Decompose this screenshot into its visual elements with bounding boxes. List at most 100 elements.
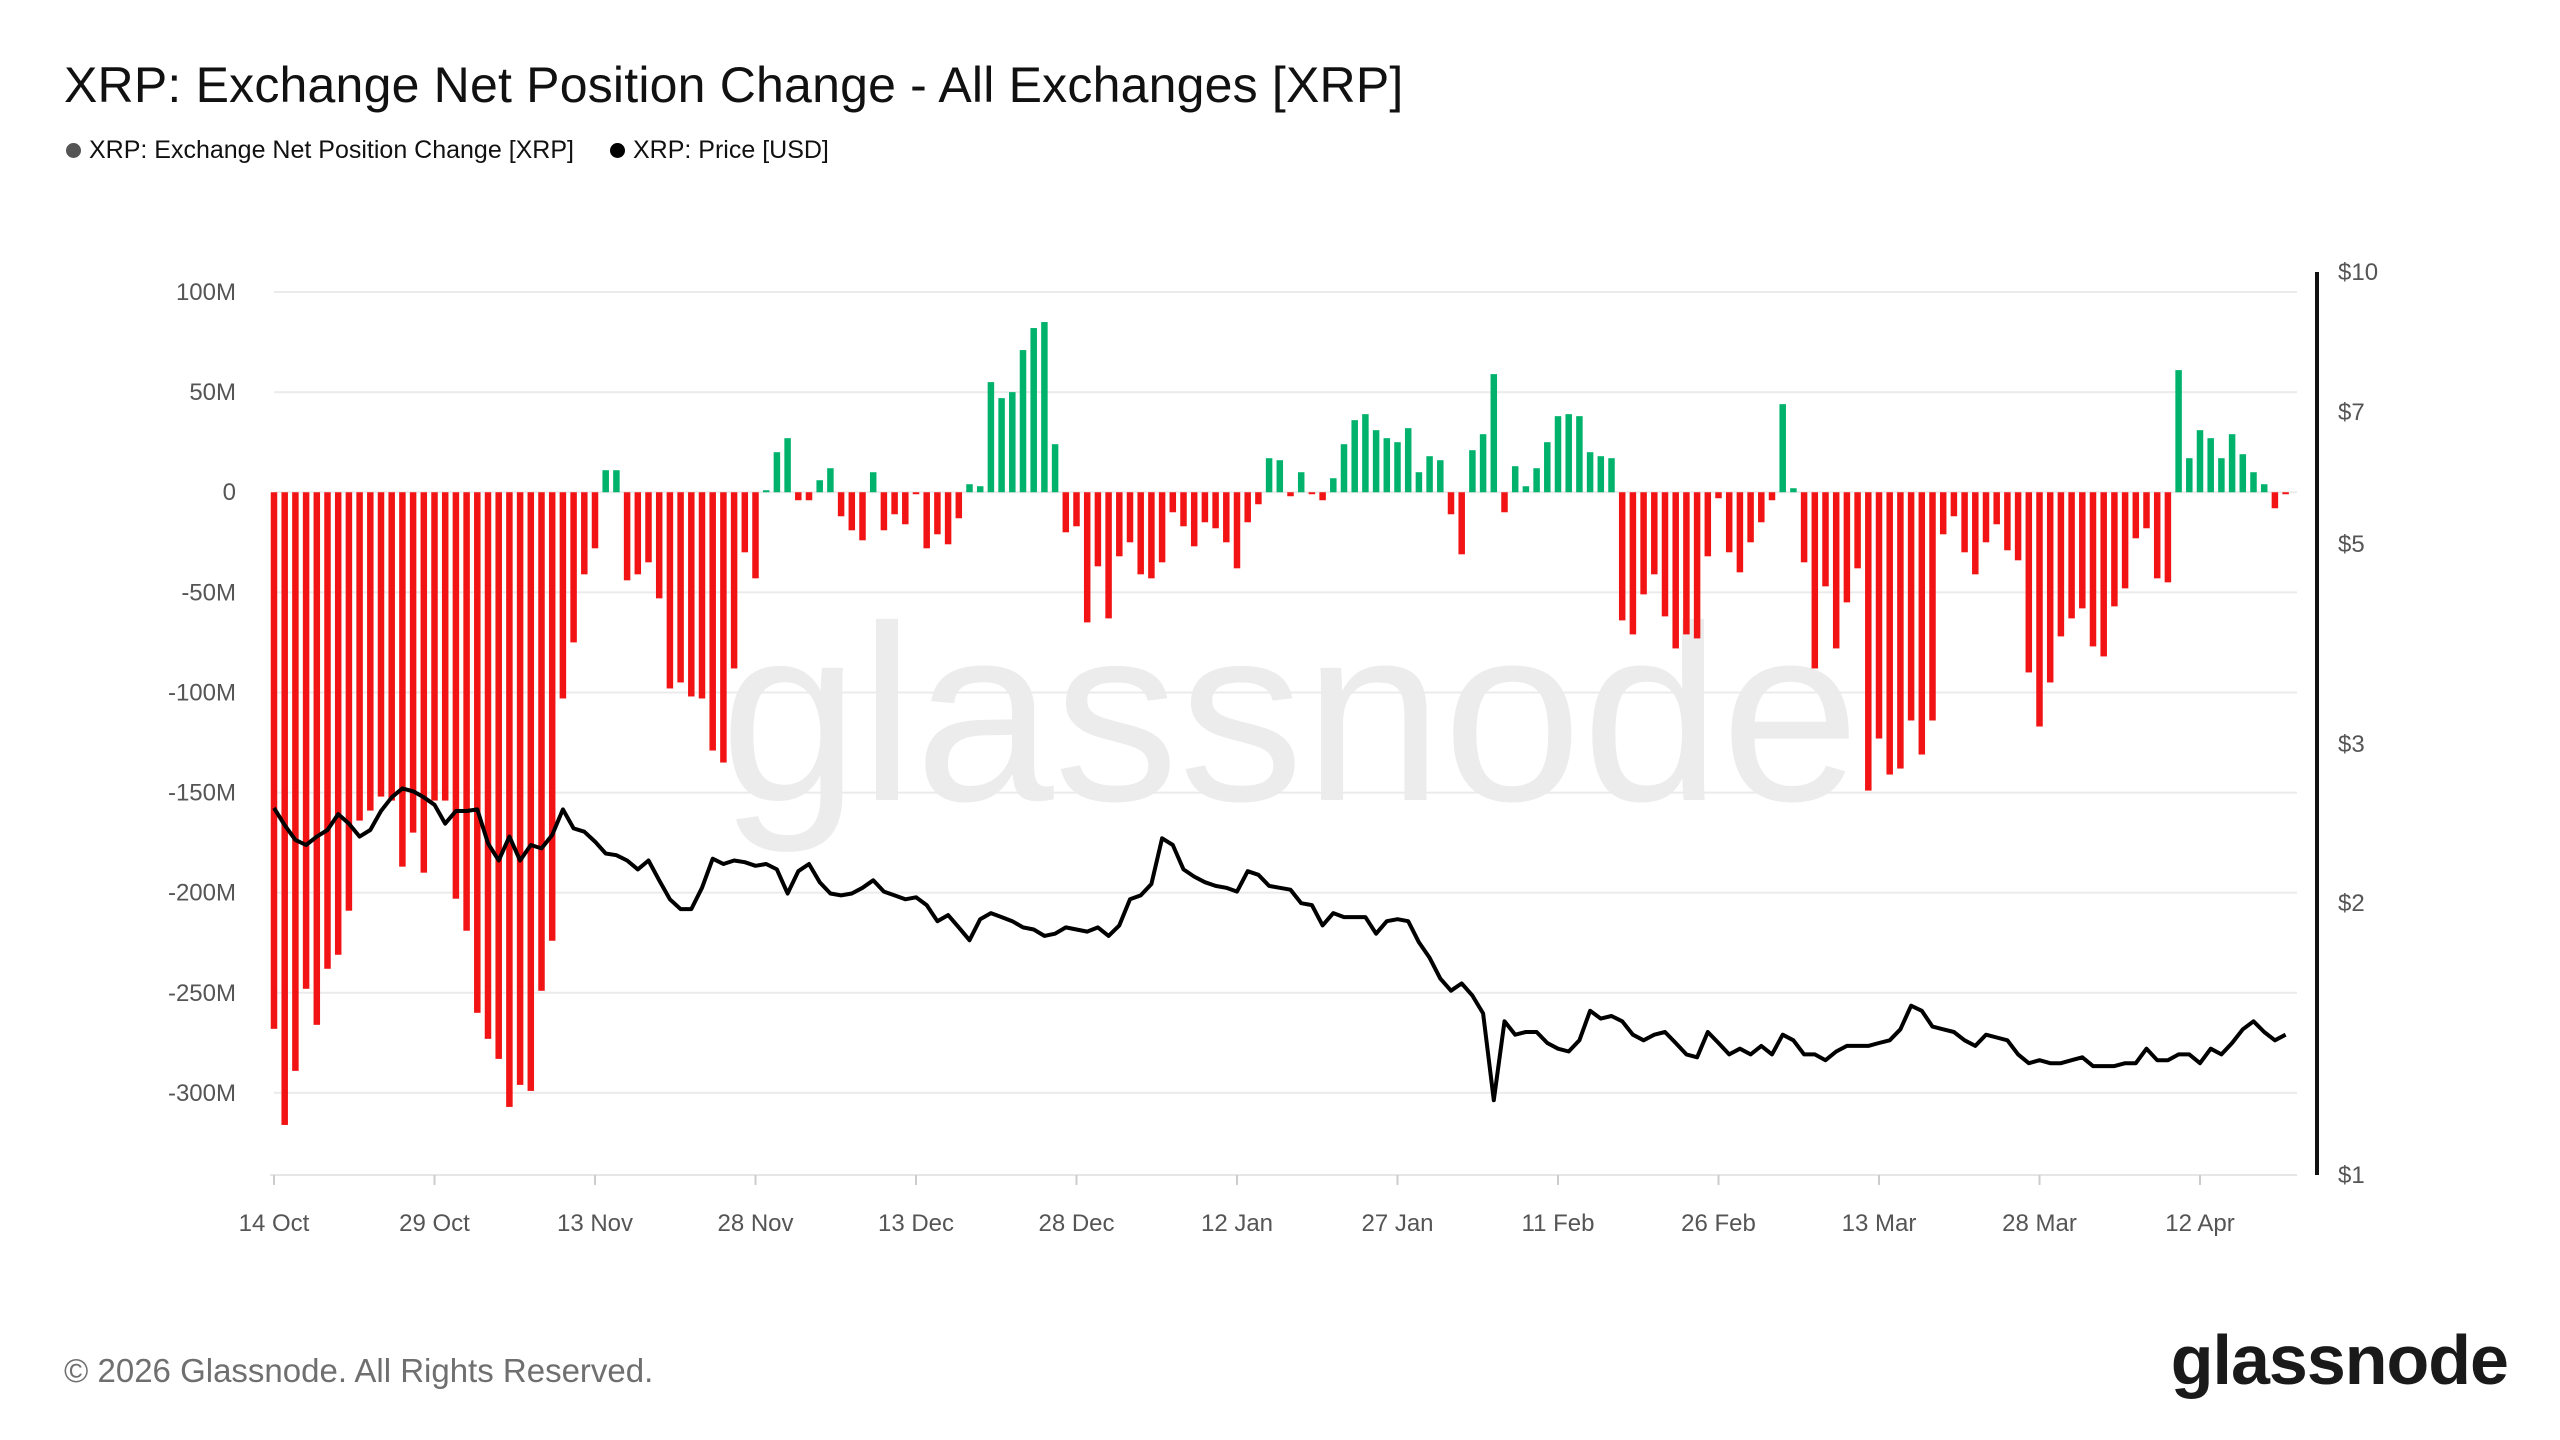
net-position-bar [2057, 492, 2065, 637]
net-position-bar [1479, 434, 1487, 493]
net-position-bar [1993, 492, 2000, 525]
net-position-bar [602, 470, 609, 493]
net-position-bar [1201, 492, 1209, 523]
x-tick-label: 13 Dec [878, 1210, 954, 1237]
net-position-bar [1715, 492, 1722, 499]
x-tick-label: 11 Feb [1522, 1210, 1595, 1237]
net-position-bar [1394, 442, 1401, 493]
glassnode-logo: glassnode [2170, 1321, 2509, 1399]
net-position-bar [752, 492, 759, 579]
net-position-bar [688, 492, 695, 697]
x-tick-label: 12 Jan [1201, 1210, 1273, 1237]
net-position-bar [944, 492, 952, 545]
net-position-bar [1469, 450, 1476, 493]
net-position-bar [805, 492, 813, 501]
net-position-bar [1404, 428, 1412, 493]
net-position-bar [2100, 492, 2107, 657]
net-position-bar [1629, 492, 1637, 635]
y-tick-label: -200M [168, 880, 236, 907]
net-position-bar [934, 492, 941, 535]
net-position-bar [1843, 492, 1851, 603]
net-position-bar [1736, 492, 1744, 573]
y-tick-label: -300M [168, 1080, 236, 1107]
net-position-bar [1094, 492, 1102, 567]
net-position-bar [1939, 492, 1947, 535]
net-position-bar [2089, 492, 2097, 647]
net-position-bar [1116, 492, 1123, 557]
net-position-bar [1501, 492, 1508, 513]
net-position-bar [1683, 492, 1690, 635]
net-position-bar [2196, 430, 2204, 493]
x-tick-label: 13 Nov [557, 1210, 633, 1237]
net-position-bar [1950, 492, 1958, 517]
net-position-bar [677, 492, 684, 683]
net-position-bar [2111, 492, 2118, 607]
legend-item-net-position[interactable]: XRP: Exchange Net Position Change [XRP] [66, 136, 574, 165]
legend-item-price[interactable]: XRP: Price [USD] [610, 136, 829, 165]
x-tick-label: 28 Mar [2002, 1210, 2077, 1237]
net-position-bar [420, 492, 428, 873]
watermark: glassnode [720, 574, 1860, 853]
net-position-bar [292, 492, 299, 1071]
net-position-bar [1062, 492, 1070, 533]
y-tick-label: 100M [176, 279, 236, 306]
legend-label: XRP: Price [USD] [633, 136, 829, 164]
net-position-bar [1982, 492, 1990, 543]
net-position-bar [1287, 492, 1294, 497]
net-position-bar [837, 492, 845, 517]
net-position-bar [495, 492, 502, 1059]
net-position-bar [880, 492, 888, 531]
x-tick-label: 28 Dec [1038, 1210, 1114, 1237]
legend-dot-icon [610, 143, 625, 158]
net-position-bar [655, 492, 663, 599]
net-position-bar [1276, 460, 1284, 493]
net-position-bar [1800, 492, 1808, 563]
net-position-bar [1415, 472, 1423, 493]
net-position-bar [645, 492, 652, 563]
net-position-bar [324, 492, 331, 969]
net-position-bar [1854, 492, 1861, 569]
net-position-bar [709, 492, 716, 751]
net-position-bar [902, 492, 909, 525]
net-position-bar [591, 492, 599, 549]
net-position-bar [538, 492, 545, 991]
net-position-bar [1725, 492, 1733, 553]
net-position-bar [1747, 492, 1754, 543]
net-position-bar [1758, 492, 1765, 523]
net-position-bar [741, 492, 749, 553]
net-position-bar [302, 492, 310, 989]
net-position-bar [1030, 328, 1037, 493]
net-position-bar [527, 492, 535, 1091]
y2-tick-label: $10 [2338, 259, 2378, 286]
net-position-bar [1897, 492, 1904, 769]
net-position-bar [2143, 492, 2150, 529]
net-position-bar [1308, 492, 1316, 495]
copyright-footer: © 2026 Glassnode. All Rights Reserved. [64, 1352, 654, 1389]
price-line [272, 786, 2287, 1103]
net-position-bar [2014, 492, 2022, 561]
net-position-bar [891, 492, 898, 515]
net-position-bar [2228, 434, 2236, 493]
net-position-bar [431, 492, 438, 801]
net-position-bar [388, 492, 395, 801]
net-position-bar [773, 452, 781, 493]
net-position-bar [559, 492, 567, 699]
net-position-bar [1522, 486, 1530, 493]
net-position-bar [1437, 460, 1444, 493]
net-position-bar [987, 382, 995, 493]
net-position-bar [1565, 414, 1572, 493]
net-position-bar [1918, 492, 1926, 755]
net-position-bar [1972, 492, 1979, 575]
net-position-bar [441, 492, 449, 801]
net-position-bar [1822, 492, 1829, 587]
net-position-bar [2046, 492, 2054, 683]
net-position-bar [1019, 350, 1027, 493]
y-tick-label: 0 [223, 479, 236, 506]
y2-tick-label: $7 [2338, 399, 2365, 426]
net-position-bar [1865, 492, 1872, 791]
net-position-bar [1511, 466, 1519, 493]
net-position-bar [976, 486, 984, 493]
x-tick-label: 14 Oct [239, 1210, 310, 1237]
net-position-bar [399, 492, 406, 867]
y2-tick-label: $1 [2338, 1162, 2365, 1189]
